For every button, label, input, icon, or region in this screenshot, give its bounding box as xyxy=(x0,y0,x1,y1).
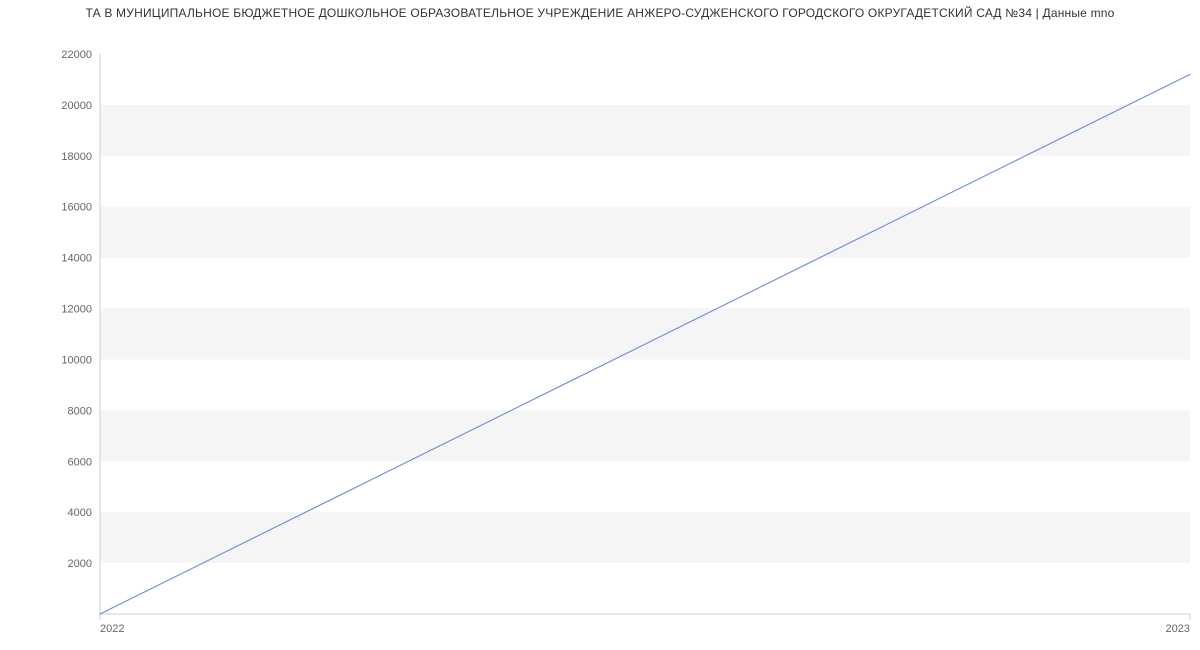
svg-text:8000: 8000 xyxy=(68,405,92,417)
svg-text:2023: 2023 xyxy=(1166,623,1190,634)
svg-text:2000: 2000 xyxy=(68,558,92,570)
svg-text:2022: 2022 xyxy=(100,623,124,634)
svg-text:16000: 16000 xyxy=(61,202,92,214)
svg-text:12000: 12000 xyxy=(61,304,92,316)
svg-text:20000: 20000 xyxy=(61,100,92,112)
line-chart-svg: 2000 4000 6000 8000 10000 12000 14000 16000 1800… xyxy=(0,24,1200,634)
chart-title: ТА В МУНИЦИПАЛЬНОЕ БЮДЖЕТНОЕ ДОШКОЛЬНОЕ … xyxy=(0,0,1200,24)
svg-text:6000: 6000 xyxy=(68,456,92,468)
svg-text:10000: 10000 xyxy=(61,354,92,366)
svg-text:4000: 4000 xyxy=(68,507,92,519)
svg-text:18000: 18000 xyxy=(61,151,92,163)
svg-text:14000: 14000 xyxy=(61,253,92,265)
chart-area: 2000 4000 6000 8000 10000 12000 14000 16000 1800… xyxy=(0,24,1200,634)
svg-text:22000: 22000 xyxy=(61,49,92,61)
